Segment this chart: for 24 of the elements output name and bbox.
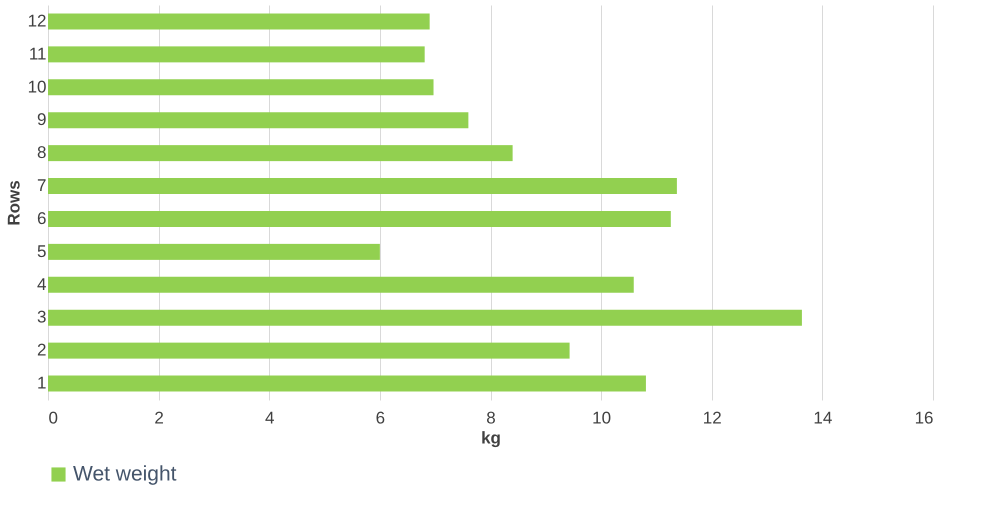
x-tick-label: 4	[265, 408, 274, 428]
x-tick-label: 12	[702, 408, 722, 428]
y-axis-title: Rows	[4, 180, 24, 226]
x-tick-label: 16	[914, 408, 934, 428]
y-tick-label: 3	[37, 308, 46, 327]
legend-label: Wet weight	[73, 462, 177, 486]
y-tick-label: 12	[28, 11, 46, 30]
y-tick-label: 11	[28, 44, 46, 64]
y-tick-label: 5	[37, 242, 46, 261]
y-tick-label: 1	[37, 374, 46, 393]
x-axis-title: kg	[481, 428, 501, 448]
y-tick-label: 9	[37, 110, 46, 130]
x-tick-label: 6	[376, 408, 386, 428]
x-tick-label: 14	[813, 408, 832, 428]
y-tick-label: 2	[37, 340, 46, 360]
y-tick-label: 4	[37, 274, 46, 294]
x-tick-label: 8	[486, 408, 496, 428]
x-tick-label: 10	[592, 408, 612, 428]
y-tick-label: 6	[37, 208, 46, 228]
x-tick-label: 0	[48, 408, 58, 428]
x-tick-label: 2	[154, 408, 164, 428]
y-tick-label: 7	[37, 176, 46, 196]
y-tick-label: 8	[37, 143, 46, 162]
y-tick-label: 10	[28, 77, 46, 96]
